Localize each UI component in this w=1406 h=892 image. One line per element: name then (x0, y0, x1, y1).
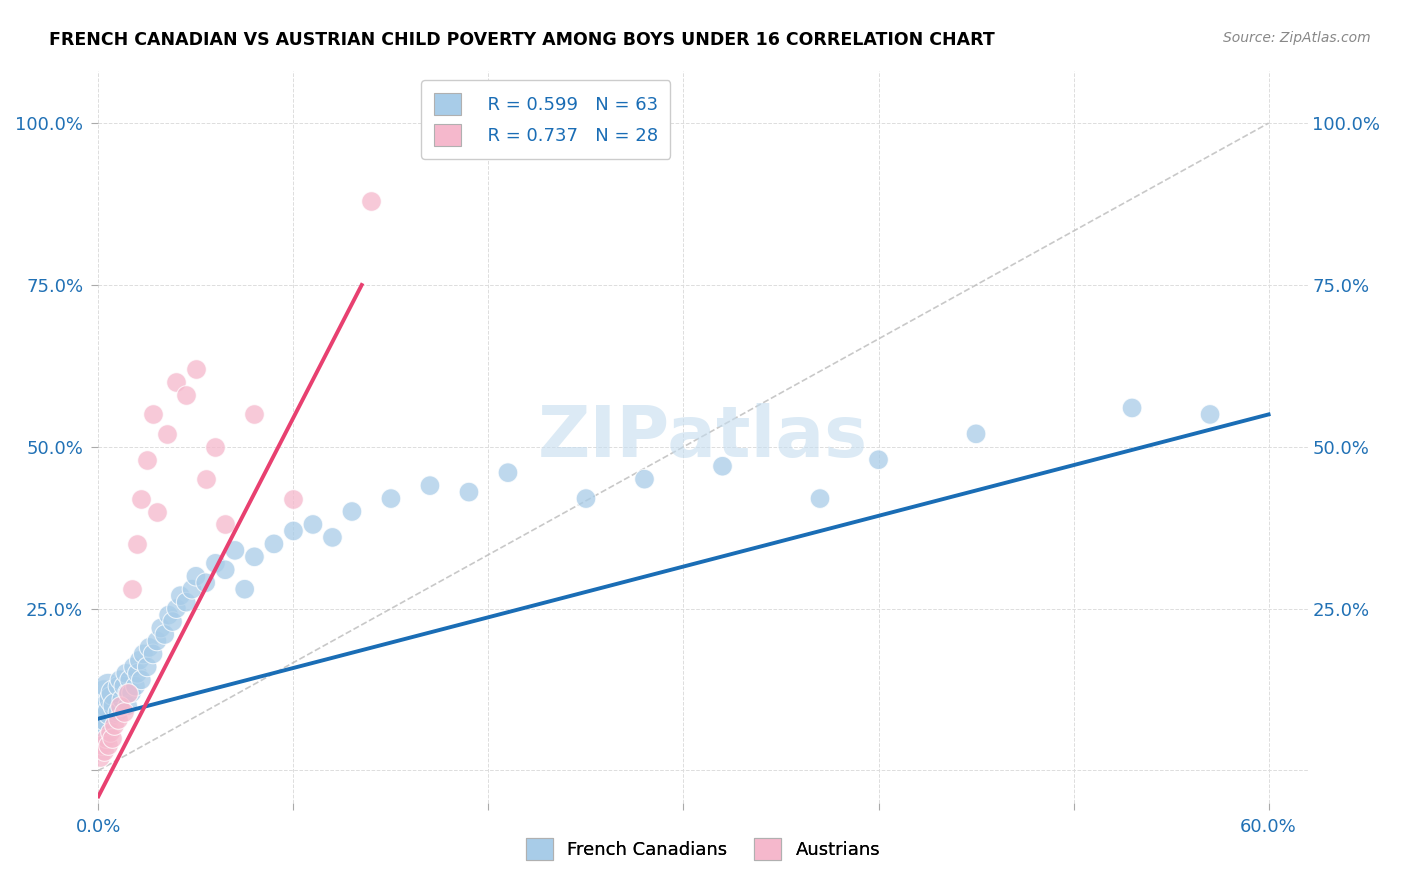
Point (458, 485, 481, 500)
Point (340, 504, 363, 518)
Text: Source: ZipAtlas.com: Source: ZipAtlas.com (1223, 31, 1371, 45)
Point (97, 698, 120, 713)
Point (107, 705, 129, 719)
Point (124, 679, 146, 693)
Point (127, 537, 149, 551)
Point (169, 589, 191, 603)
Point (1121, 401, 1143, 415)
Point (122, 660, 145, 674)
Point (117, 686, 139, 700)
Point (89, 750, 111, 764)
Point (156, 426, 179, 441)
Point (138, 640, 160, 655)
Point (165, 375, 187, 389)
Point (142, 647, 165, 661)
Point (214, 517, 236, 532)
Point (117, 698, 139, 713)
Point (283, 524, 305, 538)
Text: FRENCH CANADIAN VS AUSTRIAN CHILD POVERTY AMONG BOYS UNDER 16 CORRELATION CHART: FRENCH CANADIAN VS AUSTRIAN CHILD POVERT… (49, 31, 995, 49)
Point (117, 686, 139, 700)
Point (131, 673, 153, 687)
Point (136, 452, 159, 467)
Point (194, 575, 217, 590)
Point (711, 459, 734, 474)
Point (118, 673, 141, 687)
Point (181, 582, 204, 597)
Point (263, 537, 285, 551)
Point (184, 569, 207, 583)
Point (184, 362, 207, 376)
Point (283, 491, 305, 506)
Point (174, 595, 197, 609)
Point (108, 673, 131, 687)
Point (233, 582, 256, 597)
Point (107, 712, 129, 726)
Point (132, 647, 155, 661)
Point (93, 686, 115, 700)
Point (103, 718, 125, 732)
Point (868, 452, 890, 467)
Point (380, 491, 402, 506)
Point (419, 478, 441, 492)
Point (496, 466, 519, 480)
Point (360, 194, 382, 208)
Point (111, 692, 134, 706)
Point (98, 705, 121, 719)
Point (127, 666, 149, 681)
Point (112, 679, 135, 693)
Point (91, 724, 114, 739)
Point (142, 408, 165, 422)
Point (101, 731, 124, 745)
Point (243, 549, 266, 564)
Point (121, 582, 143, 597)
Point (194, 472, 217, 486)
Point (965, 426, 987, 441)
Point (108, 698, 131, 713)
Point (103, 686, 125, 700)
Point (808, 491, 831, 506)
Point (91, 738, 114, 752)
Point (204, 440, 226, 454)
Point (302, 517, 325, 532)
Point (146, 634, 169, 648)
Point (157, 608, 180, 623)
Point (214, 563, 236, 577)
Point (204, 557, 226, 571)
Point (165, 601, 187, 615)
Point (97, 738, 120, 752)
Point (146, 504, 169, 518)
Point (96, 731, 118, 745)
Point (121, 686, 143, 700)
Point (162, 615, 184, 629)
Point (93, 698, 115, 713)
Point (153, 627, 176, 641)
Point (136, 660, 159, 674)
Point (97, 679, 120, 693)
Point (131, 491, 153, 506)
Legend: French Canadians, Austrians: French Canadians, Austrians (519, 830, 887, 867)
Point (575, 491, 598, 506)
Point (89, 712, 111, 726)
Point (98, 724, 121, 739)
Point (174, 388, 197, 402)
Point (101, 692, 124, 706)
Point (114, 666, 136, 681)
Point (224, 543, 246, 558)
Point (149, 621, 172, 635)
Point (112, 705, 135, 719)
Point (633, 472, 655, 486)
Point (104, 698, 127, 713)
Point (128, 653, 150, 667)
Point (96, 712, 118, 726)
Text: ZIPatlas: ZIPatlas (538, 402, 868, 472)
Point (1199, 408, 1222, 422)
Point (93, 744, 115, 758)
Point (107, 679, 129, 693)
Point (321, 530, 343, 544)
Point (243, 408, 266, 422)
